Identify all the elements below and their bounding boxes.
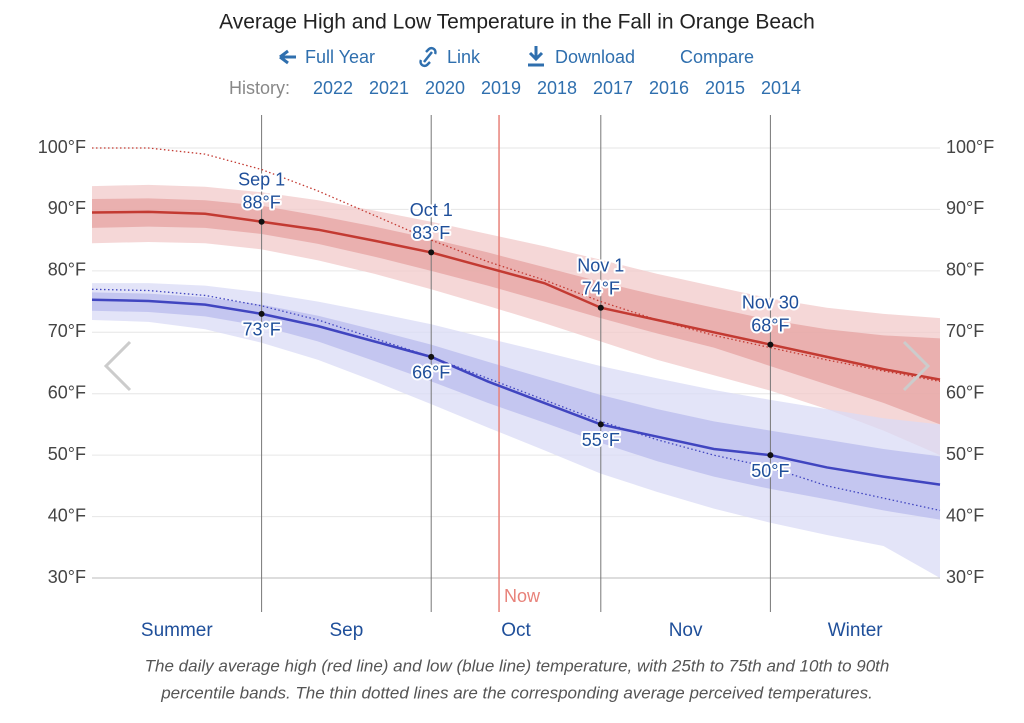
history-label: History: [229,78,290,98]
caption: percentile bands. The thin dotted lines … [160,683,873,702]
value-label: 50°F [751,461,789,481]
header-link[interactable]: Link [447,47,481,67]
y-tick-label-right: 80°F [946,260,984,280]
history-year[interactable]: 2019 [481,78,521,98]
percentile-band [92,184,940,456]
data-point [428,353,435,360]
y-tick-label-right: 40°F [946,505,984,525]
percentile-band [92,198,940,425]
percentile-band [92,292,940,520]
y-tick-label-right: 60°F [946,382,984,402]
data-point [767,341,774,348]
header-link[interactable]: Compare [680,47,754,67]
history-year[interactable]: 2021 [369,78,409,98]
value-label: 68°F [751,315,789,335]
period-label: Nov [669,620,703,641]
chart-title: Average High and Low Temperature in the … [219,11,815,34]
period-label: Winter [828,620,884,641]
y-tick-label: 60°F [48,382,86,402]
header-link[interactable]: Download [555,47,635,67]
value-label: 74°F [582,278,620,298]
perceived-line [92,147,941,383]
caption: The daily average high (red line) and lo… [145,656,890,675]
temperature-line [91,210,941,381]
prev-arrow[interactable] [103,340,132,392]
date-label: Sep 1 [238,169,285,189]
plot: 30°F 30°F 40°F 40°F 50°F 50°F 60°F 60°F 70°F 70°F… [38,115,994,641]
data-point [258,218,265,225]
history-year[interactable]: 2018 [537,78,577,98]
y-tick-label: 80°F [48,260,86,280]
data-point [597,421,604,428]
link-icon [419,46,437,68]
value-label: 55°F [582,430,620,450]
value-label: 88°F [242,192,280,212]
y-tick-label-right: 50°F [946,444,984,464]
header-icons [279,46,544,68]
y-tick-label-right: 30°F [946,567,984,587]
temperature-line [91,298,941,486]
y-tick-label: 50°F [48,444,86,464]
arrow-icon [279,49,296,65]
value-label: 73°F [242,320,280,340]
history-year[interactable]: 2015 [705,78,745,98]
date-label: Nov 1 [577,255,624,275]
data-point [428,249,435,256]
y-tick-label: 100°F [38,137,86,157]
y-tick-label-right: 90°F [946,198,984,218]
y-tick-label: 90°F [48,198,86,218]
y-tick-label-right: 70°F [946,321,984,341]
y-tick-label: 70°F [48,321,86,341]
data-point [597,304,604,311]
now-label: Now [504,586,541,606]
y-tick-label: 40°F [48,505,86,525]
next-arrow[interactable] [902,340,931,392]
value-label: 83°F [412,223,450,243]
history-year[interactable]: 2016 [649,78,689,98]
history-year[interactable]: 2020 [425,78,465,98]
header-link[interactable]: Full Year [305,47,375,67]
period-label: Sep [329,620,363,641]
history-year[interactable]: 2017 [593,78,633,98]
date-label: Nov 30 [742,292,799,312]
data-point [767,452,774,459]
y-tick-label: 30°F [48,567,86,587]
history-year[interactable]: 2014 [761,78,801,98]
period-label: Oct [501,620,531,641]
value-label: 66°F [412,363,450,383]
date-label: Oct 1 [410,200,453,220]
period-label: Summer [141,620,213,641]
history-year[interactable]: 2022 [313,78,353,98]
data-point [258,310,265,317]
percentile-band [92,283,940,578]
download-icon [528,46,544,67]
y-tick-label-right: 100°F [946,137,994,157]
